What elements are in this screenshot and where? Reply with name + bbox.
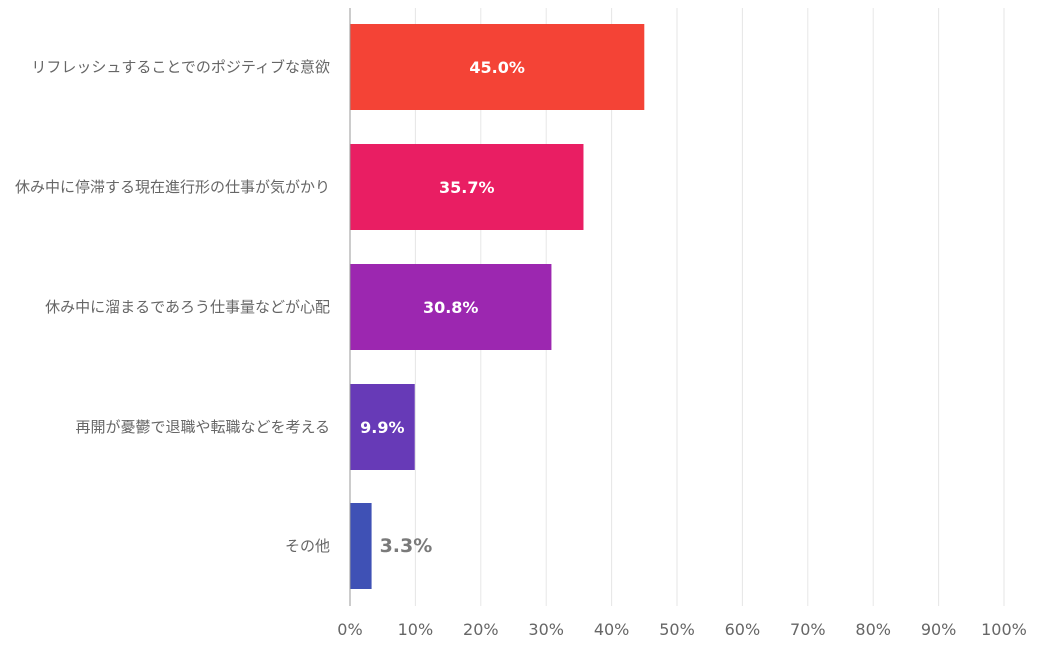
bar <box>350 384 415 470</box>
category-label: 再開が憂鬱で退職や転職などを考える <box>75 418 330 436</box>
x-tick-label: 70% <box>790 620 826 639</box>
data-label: 35.7% <box>439 178 495 197</box>
x-tick-label: 60% <box>725 620 761 639</box>
x-tick-label: 0% <box>337 620 362 639</box>
category-label: その他 <box>285 537 330 555</box>
bar <box>350 264 552 350</box>
category-label: 休み中に溜まるであろう仕事量などが心配 <box>45 298 330 316</box>
data-label: 30.8% <box>423 298 479 317</box>
bar <box>350 503 372 589</box>
x-tick-label: 40% <box>594 620 630 639</box>
x-tick-label: 90% <box>921 620 957 639</box>
x-tick-label: 30% <box>528 620 564 639</box>
category-labels: リフレッシュすることでのポジティブな意欲休み中に停滞する現在進行形の仕事が気がか… <box>15 58 330 555</box>
x-tick-label: 10% <box>398 620 434 639</box>
data-labels: 45.0% 35.7% 30.8% 9.9% 3.3% <box>360 58 525 557</box>
bars <box>350 24 645 589</box>
data-label: 3.3% <box>380 535 433 557</box>
category-label: リフレッシュすることでのポジティブな意欲 <box>31 58 330 76</box>
category-label: 休み中に停滞する現在進行形の仕事が気がかり <box>15 178 330 196</box>
x-tick-label: 100% <box>981 620 1027 639</box>
x-tick-label: 80% <box>855 620 891 639</box>
bar <box>350 144 584 230</box>
x-tick-label: 50% <box>659 620 695 639</box>
data-label: 9.9% <box>360 418 404 437</box>
x-tick-labels: 0% 10% 20% 30% 40% 50% 60% 70% 80% 90% 100% <box>337 620 1027 639</box>
x-tick-label: 20% <box>463 620 499 639</box>
data-label: 45.0% <box>469 58 525 77</box>
bar <box>350 24 645 110</box>
